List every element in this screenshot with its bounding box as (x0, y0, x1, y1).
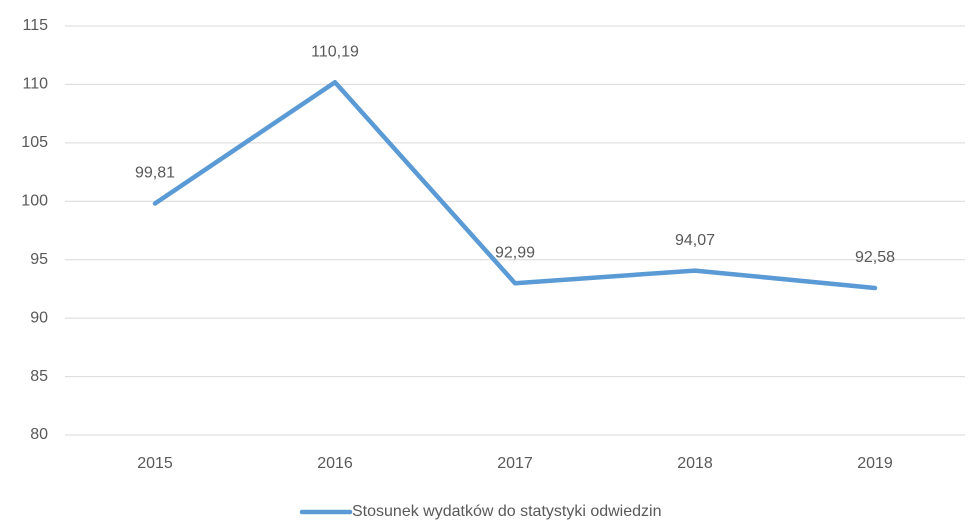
data-label: 92,99 (495, 244, 535, 261)
data-line (152, 79, 878, 291)
y-tick-label: 85 (30, 368, 48, 385)
data-label: 110,19 (311, 43, 359, 60)
x-tick-label: 2015 (137, 455, 173, 472)
x-tick-label: 2018 (677, 455, 713, 472)
y-tick-label: 100 (21, 193, 48, 210)
x-tick-label: 2019 (857, 455, 893, 472)
data-label: 92,58 (855, 249, 895, 266)
legend-label: Stosunek wydatków do statystyki odwiedzi… (352, 503, 661, 520)
y-tick-label: 90 (30, 309, 48, 326)
y-tick-label: 80 (30, 426, 48, 443)
data-label: 99,81 (135, 165, 175, 182)
y-tick-label: 115 (22, 17, 48, 34)
x-tick-label: 2017 (497, 455, 533, 472)
y-tick-label: 110 (22, 76, 48, 93)
x-tick-label: 2016 (317, 455, 353, 472)
y-tick-label: 105 (21, 134, 48, 151)
y-tick-label: 95 (30, 251, 48, 268)
data-label: 94,07 (675, 232, 715, 249)
